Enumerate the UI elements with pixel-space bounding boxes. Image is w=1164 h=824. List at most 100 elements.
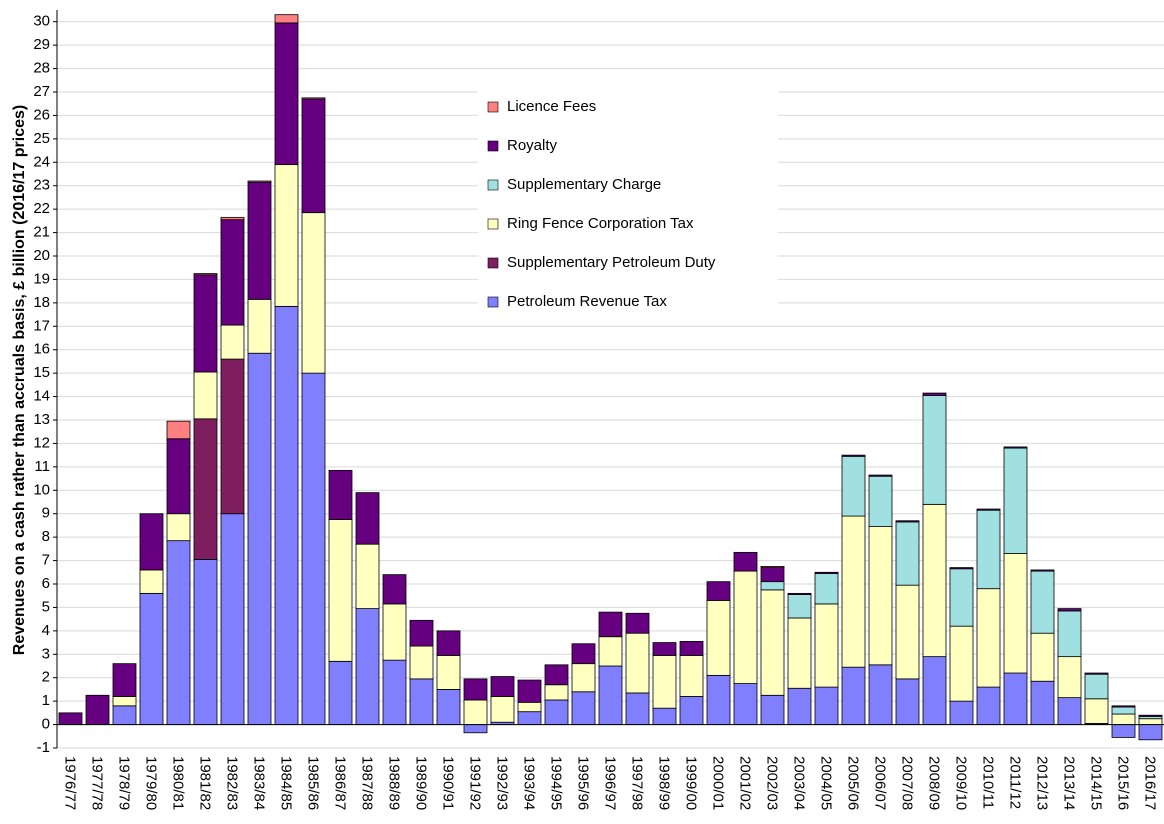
- x-tick-group: 1979/80: [143, 756, 160, 810]
- bar-segment: [436, 630, 461, 656]
- bar-segment: [841, 454, 866, 457]
- bar-segment: [193, 418, 218, 560]
- bar-segment: [1084, 672, 1109, 675]
- y-tick-label: 11: [34, 458, 50, 475]
- bar-segment: [949, 700, 974, 725]
- x-tick-group: 2007/08: [899, 756, 916, 810]
- bar-segment: [625, 612, 650, 634]
- bar-segment: [85, 694, 110, 725]
- bar-segment: [1084, 698, 1109, 724]
- bar-segment: [247, 298, 272, 354]
- bar-segment: [166, 540, 191, 725]
- bar-segment: [760, 589, 785, 696]
- x-tick-label: 2010/11: [980, 756, 997, 809]
- y-axis-label: Revenues on a cash rather than accruals …: [11, 105, 28, 655]
- bar-segment: [787, 594, 812, 619]
- y-tick-label: 16: [33, 341, 50, 358]
- y-tick-label: 13: [33, 411, 50, 428]
- bar-segment: [787, 687, 812, 725]
- bar-segment: [490, 696, 515, 723]
- y-tick-label: 7: [42, 552, 50, 569]
- x-tick-group: 2006/07: [872, 756, 889, 810]
- x-tick-label: 1991/92: [467, 756, 484, 810]
- x-tick-group: 1990/91: [440, 756, 457, 810]
- x-tick-label: 2015/16: [1115, 756, 1132, 810]
- x-tick-group: 1993/94: [521, 756, 538, 810]
- bar-segment: [193, 273, 218, 276]
- x-tick-label: 1985/86: [305, 756, 322, 810]
- y-tick-label: 10: [33, 481, 50, 498]
- x-tick-group: 2010/11: [980, 756, 997, 809]
- x-tick-group: 1997/98: [629, 756, 646, 810]
- legend-label: Ring Fence Corporation Tax: [507, 215, 694, 232]
- bar-segment: [652, 642, 677, 656]
- x-tick-label: 1979/80: [143, 756, 160, 810]
- y-tick-label: 3: [42, 645, 50, 662]
- bar-segment: [1003, 446, 1028, 449]
- x-tick-group: 1976/77: [62, 756, 79, 810]
- x-tick-label: 1999/00: [683, 756, 700, 810]
- bar-segment: [976, 508, 1001, 511]
- bar-segment: [1138, 724, 1163, 741]
- x-tick-group: 1980/81: [170, 756, 187, 810]
- x-tick-label: 1981/82: [197, 756, 214, 810]
- y-tick-label: 26: [33, 106, 50, 123]
- bar-segment: [139, 513, 164, 571]
- bar-segment: [166, 420, 191, 440]
- x-tick-group: 1988/89: [386, 756, 403, 810]
- y-tick-label: 23: [33, 177, 50, 194]
- bar-segment: [274, 22, 299, 166]
- bar-segment: [1138, 714, 1163, 717]
- x-tick-label: 2002/03: [764, 756, 781, 810]
- bar-segment: [382, 574, 407, 605]
- bar-segment: [328, 660, 353, 725]
- x-tick-label: 1983/84: [251, 756, 268, 810]
- bar-segment: [1003, 447, 1028, 554]
- bar-segment: [355, 492, 380, 545]
- x-tick-group: 1994/95: [548, 756, 565, 810]
- x-tick-group: 1985/86: [305, 756, 322, 810]
- y-tick-label: -1: [37, 739, 50, 756]
- x-tick-label: 1992/93: [494, 756, 511, 810]
- legend-box: [478, 88, 778, 316]
- bar-segment: [301, 372, 326, 725]
- y-tick-label: 9: [42, 505, 50, 522]
- x-tick-label: 2005/06: [845, 756, 862, 810]
- x-tick-label: 1984/85: [278, 756, 295, 810]
- bar-segment: [544, 699, 569, 725]
- y-tick-label: 17: [33, 317, 50, 334]
- bar-segment: [1057, 697, 1082, 725]
- x-tick-label: 2003/04: [791, 756, 808, 810]
- bar-segment: [301, 212, 326, 374]
- x-tick-group: 1999/00: [683, 756, 700, 810]
- bar-segment: [733, 683, 758, 725]
- x-tick-label: 1986/87: [332, 756, 349, 810]
- x-tick-group: 2002/03: [764, 756, 781, 810]
- bar-segment: [112, 696, 137, 707]
- x-tick-label: 2006/07: [872, 756, 889, 810]
- y-tick-label: 18: [33, 294, 50, 311]
- bar-segment: [922, 394, 947, 505]
- x-tick-group: 1981/82: [197, 756, 214, 810]
- x-tick-label: 1996/97: [602, 756, 619, 810]
- x-tick-group: 2009/10: [953, 756, 970, 810]
- bar-segment: [571, 663, 596, 693]
- bar-segment: [193, 559, 218, 725]
- legend-label: Petroleum Revenue Tax: [507, 293, 667, 310]
- bar-segment: [814, 603, 839, 688]
- bar-segment: [895, 521, 920, 586]
- bar-segment: [976, 686, 1001, 725]
- bar-segment: [193, 371, 218, 420]
- x-tick-group: 1996/97: [602, 756, 619, 810]
- bar-segment: [895, 584, 920, 680]
- bar-segment: [922, 392, 947, 396]
- bar-segment: [463, 699, 488, 725]
- bar-segment: [733, 570, 758, 684]
- x-tick-label: 2007/08: [899, 756, 916, 810]
- bar-segment: [382, 659, 407, 725]
- bar-segment: [1057, 608, 1082, 612]
- bar-segment: [355, 608, 380, 725]
- bar-segment: [868, 475, 893, 528]
- bar-segment: [220, 216, 245, 221]
